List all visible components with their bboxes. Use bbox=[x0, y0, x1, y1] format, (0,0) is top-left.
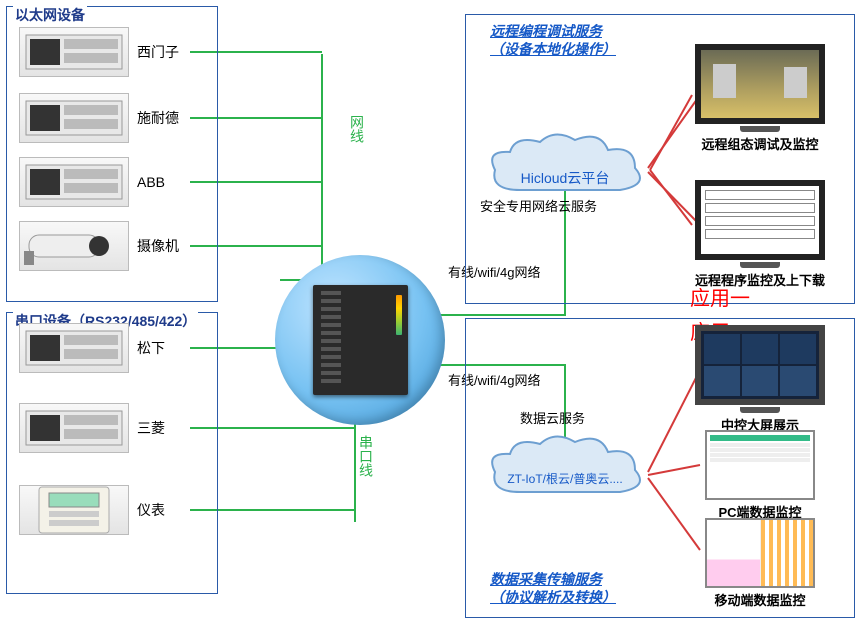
monitor: 远程组态调试及监控 bbox=[690, 44, 830, 153]
ethernet-panel-title: 以太网设备 bbox=[13, 5, 87, 25]
device-row: 摄像机 bbox=[19, 221, 179, 271]
gateway-hub bbox=[275, 255, 445, 425]
device-label: ABB bbox=[137, 174, 165, 190]
device-row: 松下 bbox=[19, 323, 165, 373]
device-row: 仪表 bbox=[19, 485, 165, 535]
serial-bus-label: 串口线 bbox=[359, 435, 373, 477]
monitor-caption: 远程组态调试及监控 bbox=[690, 134, 830, 153]
device-label: 松下 bbox=[137, 338, 165, 358]
device-icon bbox=[19, 27, 129, 77]
device-label: 施耐德 bbox=[137, 108, 179, 128]
device-icon bbox=[19, 485, 129, 535]
device-label: 摄像机 bbox=[137, 236, 179, 256]
monitor-screen-icon bbox=[705, 430, 815, 500]
device-row: 施耐德 bbox=[19, 93, 179, 143]
monitor-screen-icon bbox=[695, 180, 825, 260]
service-title-2-line2: （协议解析及转换） bbox=[490, 589, 616, 605]
service-title-1-line1: 远程编程调试服务 bbox=[490, 23, 602, 39]
device-row: 西门子 bbox=[19, 27, 179, 77]
device-row: 三菱 bbox=[19, 403, 165, 453]
device-icon bbox=[19, 323, 129, 373]
ethernet-bus-label: 网线 bbox=[350, 115, 364, 143]
device-label: 仪表 bbox=[137, 500, 165, 520]
device-label: 三菱 bbox=[137, 418, 165, 438]
gateway-device-icon bbox=[313, 285, 408, 395]
monitor-caption: 移动端数据监控 bbox=[690, 590, 830, 609]
ethernet-panel: 以太网设备 西门子施耐德 ABB 摄像机 bbox=[6, 6, 218, 302]
monitor-screen-icon bbox=[695, 325, 825, 405]
service-title-1-line2: （设备本地化操作） bbox=[490, 41, 616, 57]
device-icon bbox=[19, 157, 129, 207]
monitor: 远程程序监控及上下载 bbox=[690, 180, 830, 289]
service-title-2: 数据采集传输服务 （协议解析及转换） bbox=[490, 570, 616, 606]
device-icon bbox=[19, 403, 129, 453]
device-row: ABB bbox=[19, 157, 165, 207]
monitor-screen-icon bbox=[705, 518, 815, 588]
device-icon bbox=[19, 93, 129, 143]
service-title-2-line1: 数据采集传输服务 bbox=[490, 571, 602, 587]
monitor: PC端数据监控 bbox=[690, 430, 830, 521]
device-label: 西门子 bbox=[137, 42, 179, 62]
monitor: 移动端数据监控 bbox=[690, 518, 830, 609]
monitor-caption: 远程程序监控及上下载 bbox=[690, 270, 830, 289]
serial-panel: 串口设备（RS232/485/422） 松下三菱仪表 bbox=[6, 312, 218, 594]
monitor-screen-icon bbox=[695, 44, 825, 124]
monitor: 中控大屏展示 bbox=[690, 325, 830, 434]
service-title-1: 远程编程调试服务 （设备本地化操作） bbox=[490, 22, 616, 58]
device-icon bbox=[19, 221, 129, 271]
